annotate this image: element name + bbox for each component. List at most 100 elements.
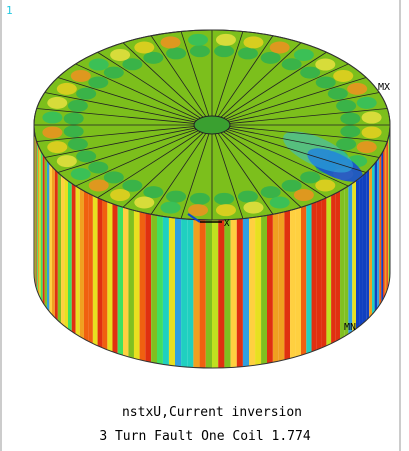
side-stripe <box>386 141 388 293</box>
side-stripe <box>174 217 182 367</box>
radial-line <box>44 127 196 158</box>
side-stripe <box>335 190 341 342</box>
side-stripe <box>35 138 37 290</box>
side-stripe <box>356 178 360 329</box>
side-stripe <box>278 211 285 362</box>
side-stripe <box>168 217 175 366</box>
radial-line <box>180 133 210 219</box>
side-stripe <box>83 190 89 342</box>
top-patch <box>315 76 336 89</box>
side-stripe <box>151 214 157 364</box>
side-stripe <box>316 199 322 350</box>
radial-line <box>150 133 207 215</box>
top-patch <box>347 82 368 95</box>
top-patch <box>315 58 336 71</box>
axis-line <box>187 213 201 223</box>
top-patch <box>143 51 164 64</box>
top-patch <box>103 66 124 79</box>
side-stripe <box>344 186 349 337</box>
side-stripe <box>79 188 84 339</box>
top-patch <box>160 36 181 49</box>
axis-triad: X <box>187 213 230 229</box>
side-stripe <box>88 193 93 344</box>
top-patch <box>340 112 361 125</box>
side-stripe <box>212 219 219 368</box>
top-patch <box>56 82 77 95</box>
top-patch <box>63 125 84 138</box>
side-stripe <box>205 219 212 368</box>
side-stripe <box>102 199 108 350</box>
top-patch <box>327 87 348 100</box>
side-stripe <box>40 151 43 303</box>
radial-line <box>97 131 201 199</box>
top-patch <box>356 141 377 154</box>
side-stripe <box>321 197 327 348</box>
side-stripe <box>374 160 378 312</box>
side-stripe <box>362 172 367 324</box>
radial-line <box>36 126 195 142</box>
window-number: 1 <box>6 4 13 17</box>
top-patch <box>293 48 314 61</box>
top-patch <box>188 204 209 217</box>
radial-line <box>214 133 244 219</box>
top-patch <box>237 47 258 60</box>
top-patch <box>47 96 68 109</box>
radial-line <box>229 108 388 124</box>
top-patch <box>160 201 181 214</box>
radial-line <box>180 31 210 117</box>
top-patch <box>215 204 236 217</box>
top-patch <box>281 179 302 192</box>
top-patch <box>134 41 155 54</box>
top-patch <box>336 138 357 151</box>
top-patch <box>67 138 88 151</box>
top-patch <box>166 190 187 203</box>
top-patch <box>63 112 84 125</box>
side-stripe <box>371 163 375 315</box>
side-stripe <box>311 201 317 352</box>
top-patch <box>214 45 235 58</box>
side-stripe <box>377 157 380 309</box>
side-stripe <box>290 208 296 359</box>
top-patch <box>42 126 63 139</box>
side-stripe <box>224 219 231 368</box>
radial-line <box>220 132 302 208</box>
radial-line <box>223 131 327 199</box>
side-stripe <box>331 193 336 344</box>
side-stripe <box>306 203 312 354</box>
top-patch <box>42 111 63 124</box>
side-stripe <box>128 208 134 359</box>
top-patch <box>260 51 281 64</box>
side-stripe <box>387 138 389 290</box>
top-patch <box>70 69 91 82</box>
radial-line <box>227 129 367 173</box>
min-label: MN <box>344 322 356 333</box>
top-patch <box>333 69 354 82</box>
side-stripe <box>37 144 40 296</box>
side-stripe <box>242 217 250 367</box>
side-stripe <box>117 205 123 356</box>
side-stripe <box>384 144 387 296</box>
side-stripe <box>46 160 50 312</box>
cylinder-top <box>33 29 391 221</box>
top-patch <box>189 192 210 205</box>
radial-line <box>97 51 201 119</box>
top-patch <box>214 192 235 205</box>
side-stripe <box>92 195 98 346</box>
top-patch <box>88 76 109 89</box>
max-label: MX <box>378 82 390 93</box>
side-stripe <box>61 175 65 327</box>
radial-line <box>150 35 207 117</box>
top-patch <box>260 186 281 199</box>
side-stripe <box>54 169 58 321</box>
side-stripe <box>236 218 243 368</box>
side-stripe <box>64 178 68 329</box>
top-patch <box>281 58 302 71</box>
side-stripe <box>123 207 129 357</box>
side-stripe <box>107 201 113 352</box>
top-patch <box>361 111 382 124</box>
top-patch <box>122 179 143 192</box>
radial-line <box>220 42 302 118</box>
top-patch <box>110 48 131 61</box>
side-stripe <box>379 154 382 306</box>
